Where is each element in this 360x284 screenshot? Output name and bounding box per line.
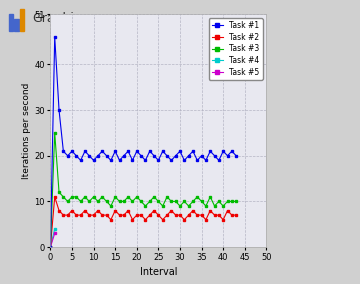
Text: Graphics: Graphics — [32, 12, 88, 25]
Y-axis label: Iterations per second: Iterations per second — [22, 82, 31, 179]
X-axis label: Interval: Interval — [140, 267, 177, 277]
FancyArrow shape — [14, 19, 19, 31]
FancyArrow shape — [20, 9, 24, 31]
Legend: Task #1, Task #2, Task #3, Task #4, Task #5: Task #1, Task #2, Task #3, Task #4, Task… — [209, 18, 262, 80]
FancyArrow shape — [9, 14, 13, 31]
